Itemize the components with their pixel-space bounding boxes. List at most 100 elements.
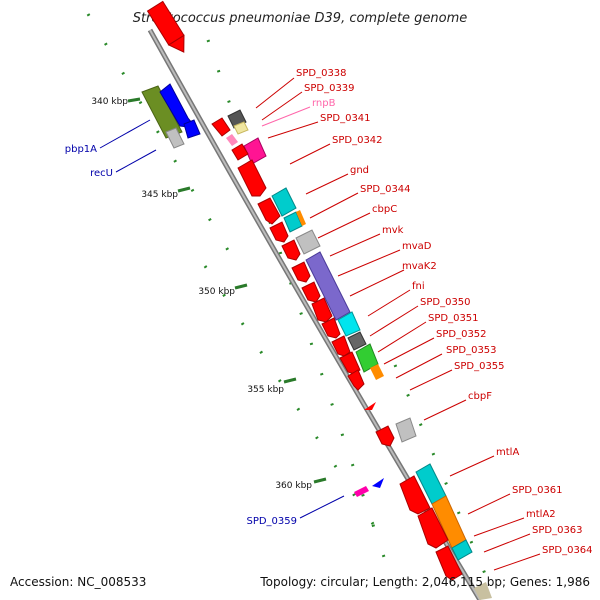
gene-arrow-gnd[interactable]	[237, 159, 267, 197]
leader-line	[377, 321, 427, 353]
gene-label-cbpF[interactable]: cbpF	[468, 391, 492, 402]
gene-arrow-cbpC-orange[interactable]	[296, 210, 306, 226]
gene-label-mtlA[interactable]: mtlA	[496, 447, 519, 458]
gene-arrow-SPD_0364[interactable]	[435, 545, 463, 581]
scale-label: 340 kbp	[91, 97, 128, 107]
gene-label-SPD_0341[interactable]: SPD_0341	[320, 113, 371, 124]
leader-line	[467, 493, 511, 515]
leader-line	[267, 121, 319, 139]
gene-arrow-SPD_0363[interactable]	[417, 507, 449, 549]
gene-label-SPD_0350[interactable]: SPD_0350	[420, 297, 471, 308]
gene-arrow-red-k[interactable]	[399, 475, 431, 515]
leader-line	[483, 533, 531, 553]
leader-line	[337, 249, 401, 277]
gene-label-mvaD[interactable]: mvaD	[402, 241, 432, 252]
gene-arrow-SPD_0359-pink[interactable]	[354, 486, 369, 497]
gene-label-SPD_0355[interactable]: SPD_0355	[454, 361, 505, 372]
scale-label: 345 kbp	[141, 190, 178, 200]
gene-label-SPD_0351[interactable]: SPD_0351	[428, 313, 479, 324]
leader-line	[395, 353, 443, 379]
gene-label-SPD_0352[interactable]: SPD_0352	[436, 329, 487, 340]
gene-arrow-cbpF[interactable]	[395, 417, 417, 443]
gene-arrow-rnpB[interactable]	[233, 121, 249, 135]
gene-arrow-SPD_0341[interactable]	[226, 134, 238, 146]
gene-arrow-SPD_0352[interactable]	[370, 364, 384, 380]
leader-line	[305, 173, 349, 195]
gene-arrow-offscreen-top	[146, 0, 185, 53]
leader-line	[383, 337, 435, 365]
gene-arrow-SPD_0344[interactable]	[271, 187, 297, 217]
gene-arrow-fni[interactable]	[311, 297, 333, 323]
leader-line	[261, 106, 311, 127]
gene-label-cbpC[interactable]: cbpC	[372, 204, 397, 215]
gene-arrow-recU[interactable]	[165, 127, 185, 149]
topology-summary: Topology: circular; Length: 2,046,115 bp…	[259, 575, 590, 589]
leader-line	[99, 119, 151, 149]
leader-line	[349, 269, 405, 297]
leader-line	[329, 233, 381, 257]
leader-line	[409, 369, 453, 391]
gene-arrow-mvk[interactable]	[295, 229, 321, 255]
gene-arrow-red-d[interactable]	[281, 239, 301, 261]
leader-line	[309, 192, 359, 219]
gene-label-rnpB[interactable]: rnpB	[312, 98, 336, 109]
gene-label-SPD_0359[interactable]: SPD_0359	[246, 516, 297, 527]
gene-arrow-mtlA2[interactable]	[451, 539, 473, 561]
forward-strand-genes	[211, 109, 492, 600]
gene-arrow-red-i[interactable]	[347, 369, 365, 391]
scale-label: 360 kbp	[275, 481, 312, 491]
scale-label: 350 kbp	[198, 287, 235, 297]
leader-line	[367, 289, 411, 317]
gene-label-pbp1A[interactable]: pbp1A	[65, 144, 97, 155]
gene-label-recU[interactable]: recU	[90, 168, 113, 179]
gene-label-SPD_0342[interactable]: SPD_0342	[332, 135, 383, 146]
gene-label-SPD_0344[interactable]: SPD_0344	[360, 184, 411, 195]
gene-label-mvk[interactable]: mvk	[382, 225, 404, 236]
gene-arrow-mvaK2[interactable]	[337, 311, 361, 337]
gene-arrow-SPD_0342[interactable]	[243, 137, 267, 165]
gene-arrow-red-e[interactable]	[291, 261, 311, 283]
gene-arrow-red-a[interactable]	[231, 143, 249, 161]
gene-label-mvaK2[interactable]: mvaK2	[402, 261, 437, 272]
gene-arrow-red-c[interactable]	[269, 221, 289, 243]
leader-line	[423, 399, 467, 421]
leader-line	[317, 212, 371, 239]
gene-arrow-SPD_0350[interactable]	[347, 331, 367, 351]
leader-line	[299, 495, 345, 519]
gene-label-SPD_0361[interactable]: SPD_0361	[512, 485, 563, 496]
gene-arrow-pbp1A[interactable]	[141, 85, 183, 139]
gene-label-SPD_0339[interactable]: SPD_0339	[304, 83, 355, 94]
gene-label-mtlA2[interactable]: mtlA2	[526, 509, 556, 520]
gene-arrow-SPD_0359[interactable]	[372, 478, 384, 488]
gene-arrow-red-b[interactable]	[257, 197, 281, 225]
gene-arrow-blue-2[interactable]	[183, 119, 201, 139]
leader-line	[449, 455, 495, 477]
gene-label-SPD_0363[interactable]: SPD_0363	[532, 525, 583, 536]
gene-label-fni[interactable]: fni	[412, 281, 425, 292]
gene-arrow-mvaD[interactable]	[305, 251, 351, 321]
leader-line	[289, 143, 331, 165]
leader-line	[493, 553, 541, 571]
leader-line	[369, 305, 419, 337]
leader-line	[261, 91, 303, 121]
gene-arrow-red-f[interactable]	[301, 281, 321, 303]
gene-label-SPD_0338[interactable]: SPD_0338	[296, 68, 347, 79]
scale-ticks	[127, 97, 327, 484]
scale-labels: 340 kbp 345 kbp 350 kbp 355 kbp 360 kbp	[91, 97, 312, 491]
label-leader-lines	[99, 77, 541, 571]
gene-arrow-bottom-grey[interactable]	[474, 582, 492, 600]
gene-arrow-SPD_0355[interactable]	[364, 402, 376, 410]
leader-line	[115, 149, 157, 173]
gene-arrow-red-g[interactable]	[321, 317, 341, 339]
leader-line	[255, 77, 295, 109]
accession-text: Accession: NC_008533	[10, 575, 146, 589]
gene-label-gnd[interactable]: gnd	[350, 165, 369, 176]
gene-arrow-red-j[interactable]	[375, 425, 395, 447]
gene-label-SPD_0364[interactable]: SPD_0364	[542, 545, 593, 556]
gene-arrow-SPD_0339[interactable]	[211, 117, 231, 137]
map-title: Streptococcus pneumoniae D39, complete g…	[133, 11, 468, 26]
reverse-strand-genes	[141, 83, 384, 497]
gene-label-SPD_0353[interactable]: SPD_0353	[446, 345, 497, 356]
